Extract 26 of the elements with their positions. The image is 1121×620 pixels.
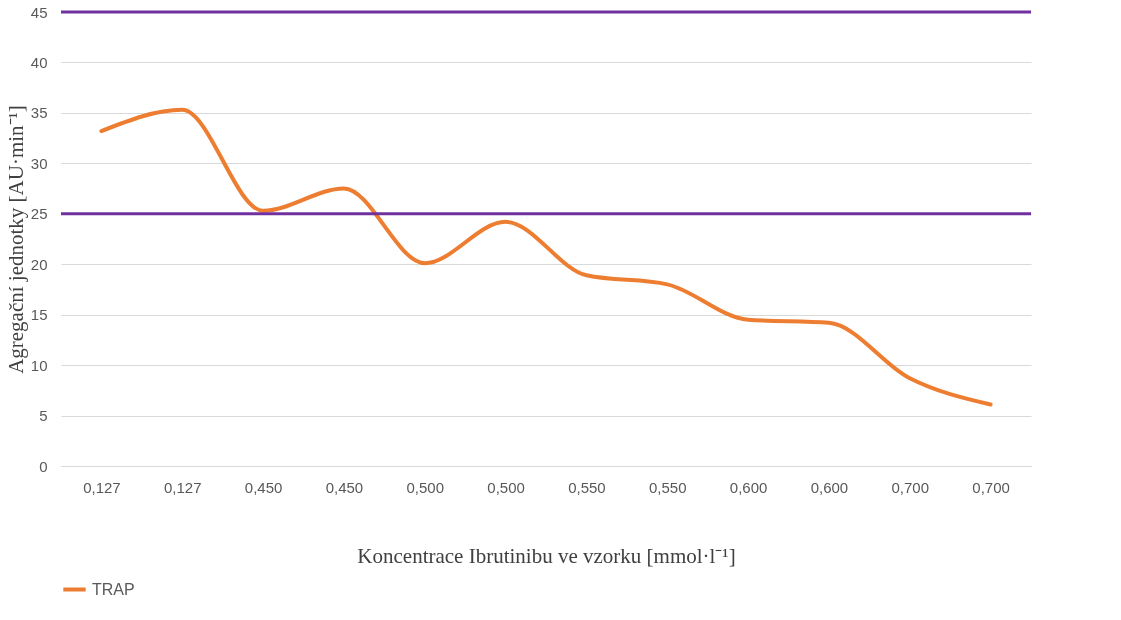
x-tick-label: 0,127 (83, 478, 121, 496)
line-series (99, 107, 993, 407)
y-tick-label: 40 (30, 53, 48, 71)
x-tick-label: 0,600 (729, 478, 768, 496)
y-tick-label: 30 (30, 154, 48, 172)
x-axis-title: Koncentrace Ibrutinibu ve vzorku [mmol·l⁻¹] (357, 543, 736, 568)
y-tick-label: 10 (30, 356, 48, 374)
x-tick-label: 0,600 (810, 478, 849, 496)
y-tick-label: 35 (30, 104, 48, 122)
x-tick-label: 0,500 (487, 478, 525, 496)
x-tick-label: 0,550 (568, 478, 606, 496)
y-tick-label: 15 (30, 306, 48, 324)
x-tick-label: 0,700 (891, 478, 930, 496)
x-tick-label: 0,450 (244, 478, 283, 496)
x-tick-label: 0,550 (648, 478, 687, 496)
legend-label: TRAP (92, 580, 135, 598)
y-tick-label: 0 (39, 457, 48, 475)
y-axis-title: Agregační jednotky [AU·min⁻¹] (3, 105, 28, 374)
y-tick-label: 5 (39, 407, 48, 425)
y-tick-label: 25 (30, 205, 48, 223)
x-tick-label: 0,127 (163, 478, 202, 496)
x-tick-label: 0,700 (972, 478, 1010, 496)
x-tick-label: 0,450 (325, 478, 364, 496)
y-tick-label: 20 (30, 255, 48, 273)
x-tick-label: 0,500 (406, 478, 445, 496)
y-tick-label: 45 (30, 3, 48, 21)
